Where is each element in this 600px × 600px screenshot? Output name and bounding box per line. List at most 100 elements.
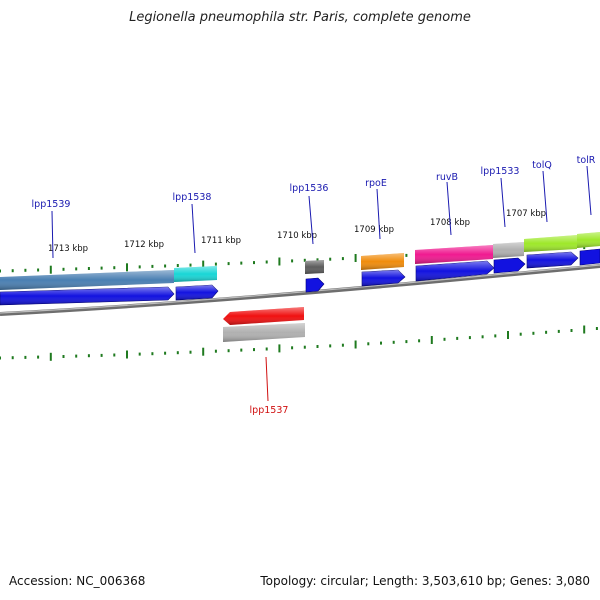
- minor-tick: [113, 353, 116, 357]
- gene-label-lpp1533[interactable]: lpp1533: [481, 166, 520, 177]
- minor-tick: [570, 329, 573, 332]
- major-tick: [126, 350, 128, 359]
- minor-tick: [0, 356, 1, 360]
- minor-tick: [24, 268, 27, 272]
- minor-tick: [0, 269, 1, 273]
- minor-tick: [405, 340, 408, 344]
- minor-tick: [138, 265, 141, 269]
- minor-tick: [443, 337, 446, 341]
- minor-tick: [291, 259, 294, 263]
- cog-bars-top: [0, 232, 600, 290]
- minor-tick: [151, 352, 154, 356]
- minor-tick: [265, 260, 268, 264]
- minor-tick: [329, 344, 332, 348]
- minor-tick: [24, 355, 27, 359]
- minor-tick: [265, 347, 268, 351]
- major-tick: [202, 260, 205, 269]
- minor-tick: [253, 261, 255, 265]
- minor-tick: [189, 263, 192, 267]
- major-tick: [354, 254, 357, 262]
- gene-bottom-lpp1537[interactable]: [223, 307, 305, 342]
- minor-tick: [176, 264, 179, 267]
- minor-tick: [227, 262, 230, 266]
- minor-tick: [392, 340, 395, 344]
- major-tick: [583, 325, 586, 334]
- minor-tick: [253, 348, 255, 352]
- minor-tick: [468, 336, 471, 340]
- gene-label-lpp1536[interactable]: lpp1536: [290, 183, 329, 194]
- major-tick: [430, 336, 433, 344]
- minor-tick: [341, 257, 344, 261]
- minor-tick: [214, 349, 217, 353]
- minor-tick: [519, 332, 522, 336]
- minor-tick: [176, 351, 179, 355]
- minor-tick: [113, 266, 116, 270]
- kbp-label: 1712 kbp: [124, 240, 164, 250]
- tick-row-bottom: [0, 325, 598, 361]
- kbp-label: 1710 kbp: [277, 231, 317, 241]
- minor-tick: [75, 354, 78, 358]
- minor-tick: [240, 348, 243, 352]
- minor-tick: [37, 268, 40, 272]
- gene-label-rpoE[interactable]: rpoE: [365, 178, 387, 189]
- minor-tick: [494, 334, 497, 338]
- minor-tick: [329, 257, 332, 261]
- minor-tick: [75, 267, 78, 271]
- minor-tick: [303, 345, 306, 349]
- kbp-label: 1711 kbp: [201, 236, 241, 246]
- accession-text: Accession: NC_006368: [9, 574, 146, 588]
- major-tick: [126, 263, 128, 272]
- kbp-label: 1713 kbp: [48, 244, 88, 254]
- minor-tick: [87, 267, 90, 270]
- minor-tick: [240, 261, 243, 265]
- gene-label-ruvB[interactable]: ruvB: [436, 172, 458, 183]
- minor-tick: [380, 341, 382, 345]
- minor-tick: [87, 354, 90, 358]
- map-title: Legionella pneumophila str. Paris, compl…: [129, 10, 471, 25]
- minor-tick: [100, 353, 103, 357]
- minor-tick: [456, 336, 459, 340]
- major-tick: [49, 352, 52, 361]
- minor-tick: [367, 342, 370, 346]
- cds-arrow-tolR[interactable]: [579, 248, 600, 266]
- minor-tick: [316, 258, 319, 262]
- major-tick: [507, 331, 509, 339]
- gene-label-lpp1539[interactable]: lpp1539: [32, 199, 71, 210]
- major-tick: [49, 265, 52, 274]
- kbp-label: 1707 kbp: [506, 209, 546, 219]
- minor-tick: [303, 258, 306, 262]
- minor-tick: [164, 351, 167, 355]
- minor-tick: [418, 339, 421, 343]
- minor-tick: [62, 267, 65, 271]
- minor-tick: [532, 331, 535, 335]
- genome-backbone: [0, 264, 600, 316]
- kbp-label: 1709 kbp: [354, 225, 394, 235]
- minor-tick: [291, 346, 294, 350]
- major-tick: [278, 257, 281, 266]
- minor-tick: [557, 329, 560, 333]
- gene-label-tolQ[interactable]: tolQ: [532, 160, 552, 171]
- major-tick: [202, 347, 205, 356]
- minor-tick: [11, 356, 14, 360]
- minor-tick: [100, 266, 103, 270]
- minor-tick: [151, 264, 154, 268]
- gene-label-tolR[interactable]: tolR: [577, 155, 596, 166]
- cds-arrow-lpp1533[interactable]: [493, 257, 526, 274]
- cds-arrows-top: [0, 248, 600, 306]
- minor-tick: [138, 352, 141, 356]
- minor-tick: [37, 355, 40, 359]
- genome-summary-text: Topology: circular; Length: 3,503,610 bp…: [260, 574, 590, 588]
- minor-tick: [214, 262, 217, 266]
- minor-tick: [62, 355, 65, 358]
- gene-labels-top: lpp1539 lpp1538 lpp1536 rpoE ruvB lpp153…: [32, 155, 596, 259]
- minor-tick: [545, 330, 548, 334]
- major-tick: [354, 340, 357, 349]
- cds-arrow-lpp1536[interactable]: [305, 277, 325, 293]
- minor-tick: [481, 335, 484, 339]
- gene-label-lpp1537[interactable]: lpp1537: [250, 405, 289, 416]
- minor-tick: [164, 264, 167, 268]
- gene-labels-bottom: lpp1537: [250, 356, 289, 416]
- major-tick: [278, 344, 281, 353]
- gene-label-lpp1538[interactable]: lpp1538: [173, 192, 212, 203]
